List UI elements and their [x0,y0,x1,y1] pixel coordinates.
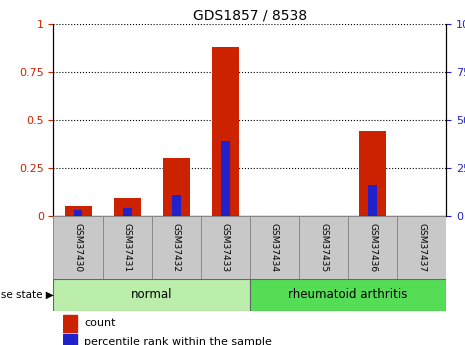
Bar [172,195,181,216]
FancyBboxPatch shape [397,216,446,279]
FancyBboxPatch shape [53,216,103,279]
Text: GSM37432: GSM37432 [172,223,181,272]
Bar [359,131,386,216]
FancyBboxPatch shape [348,216,397,279]
FancyBboxPatch shape [201,216,250,279]
Bar [163,158,190,216]
Text: percentile rank within the sample: percentile rank within the sample [84,337,272,345]
Bar [113,198,140,216]
Text: GSM37437: GSM37437 [418,223,426,272]
Bar [212,47,239,216]
Text: GSM37435: GSM37435 [319,223,328,272]
FancyBboxPatch shape [103,216,152,279]
Text: normal: normal [131,288,173,302]
FancyBboxPatch shape [250,279,446,311]
Text: GSM37436: GSM37436 [368,223,377,272]
Text: GSM37430: GSM37430 [73,223,82,272]
Bar [221,141,230,216]
FancyBboxPatch shape [299,216,348,279]
Bar [123,208,132,216]
Text: GSM37433: GSM37433 [221,223,230,272]
Bar [73,210,82,216]
FancyBboxPatch shape [250,216,299,279]
Bar [63,315,77,332]
Text: GSM37434: GSM37434 [270,223,279,272]
Text: GSM37431: GSM37431 [123,223,132,272]
Bar [368,185,377,216]
Text: count: count [84,318,115,328]
Bar [65,206,92,216]
Title: GDS1857 / 8538: GDS1857 / 8538 [193,9,307,23]
Text: disease state ▶: disease state ▶ [0,290,53,300]
Bar [63,334,77,345]
Text: rheumatoid arthritis: rheumatoid arthritis [288,288,408,302]
FancyBboxPatch shape [53,279,250,311]
FancyBboxPatch shape [152,216,201,279]
